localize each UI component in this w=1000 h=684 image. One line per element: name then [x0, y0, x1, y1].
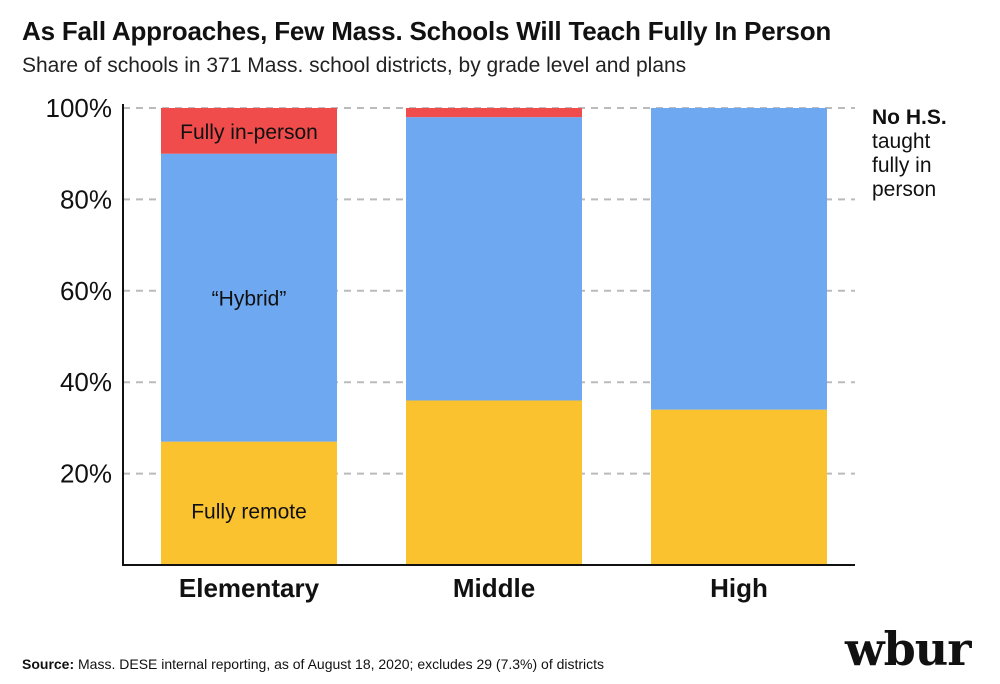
bar-segment — [161, 108, 337, 154]
source-label: Source: — [22, 656, 75, 672]
chart-title: As Fall Approaches, Few Mass. Schools Wi… — [22, 16, 832, 46]
y-tick-label: 80% — [60, 184, 112, 214]
series-label: Fully remote — [191, 500, 307, 523]
y-tick-label: 60% — [60, 276, 112, 306]
x-category-label: High — [710, 573, 768, 603]
y-tick-label: 20% — [60, 459, 112, 489]
source-text: Mass. DESE internal reporting, as of Aug… — [74, 656, 605, 672]
chart-subtitle: Share of schools in 371 Mass. school dis… — [22, 54, 687, 77]
x-category-label: Middle — [453, 573, 535, 603]
series-label: Fully in-person — [180, 121, 318, 144]
bar-segment — [651, 108, 827, 410]
bar-segment — [651, 409, 827, 565]
x-category-label: Elementary — [179, 573, 320, 603]
bar-segment — [161, 153, 337, 442]
bar-segment — [406, 108, 582, 118]
annotation-line: taught — [872, 130, 931, 153]
annotation-line: person — [872, 178, 937, 201]
y-tick-label: 100% — [46, 93, 113, 123]
wbur-logo: wbur — [845, 622, 971, 676]
series-label: “Hybrid” — [212, 288, 287, 311]
bar-segment — [406, 400, 582, 565]
annotation-bold: No H.S. — [872, 106, 947, 129]
y-tick-label: 40% — [60, 367, 112, 397]
annotation-line: fully in — [872, 154, 932, 177]
high-school-annotation: No H.S. taught fully in person — [872, 106, 947, 202]
source-note: Source: Mass. DESE internal reporting, a… — [22, 656, 604, 672]
bar-segment — [161, 441, 337, 565]
bar-segment — [406, 117, 582, 401]
